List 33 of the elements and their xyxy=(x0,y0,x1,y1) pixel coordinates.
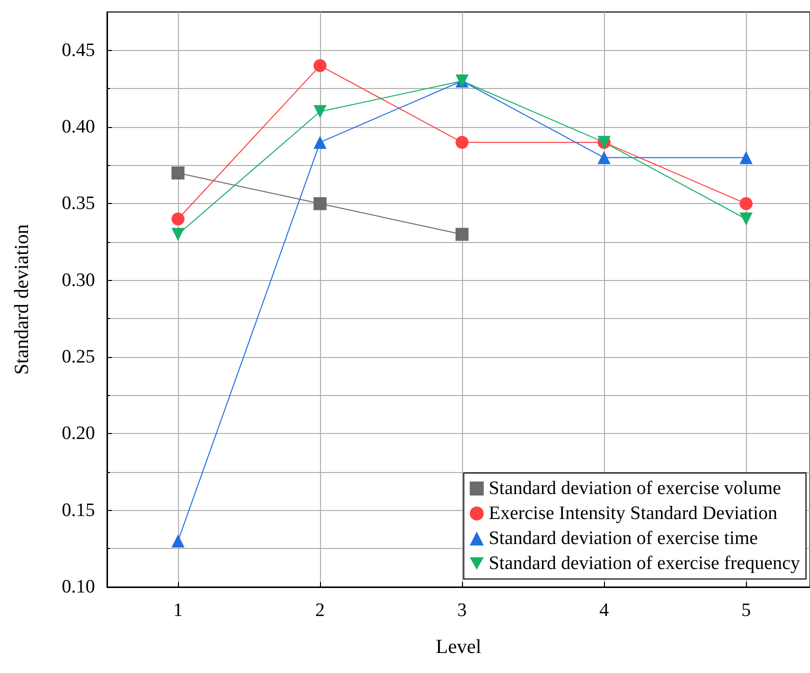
point xyxy=(314,136,327,149)
point xyxy=(456,136,469,149)
y-tick-label: 0.30 xyxy=(62,270,95,291)
point xyxy=(740,212,753,226)
point xyxy=(314,197,327,210)
legend-label: Standard deviation of exercise volume xyxy=(488,478,782,499)
x-tick-label: 4 xyxy=(599,600,610,621)
x-tick-label: 5 xyxy=(741,600,751,621)
x-axis-title: Level xyxy=(436,636,482,658)
y-tick-label: 0.20 xyxy=(62,423,95,444)
legend-label: Standard deviation of exercise frequency xyxy=(488,553,800,574)
y-tick-label: 0.25 xyxy=(62,346,95,368)
y-tick-label: 0.15 xyxy=(62,500,95,521)
legend-label: Exercise Intensity Standard Deviation xyxy=(488,503,778,524)
point xyxy=(172,228,185,241)
legend-label: Standard deviation of exercise time xyxy=(488,528,758,549)
point xyxy=(172,534,185,548)
point xyxy=(172,212,185,226)
point xyxy=(740,197,753,210)
point xyxy=(314,105,327,118)
point xyxy=(598,151,611,164)
y-tick-label: 0.10 xyxy=(62,576,95,598)
point xyxy=(314,59,327,72)
y-tick-label: 0.45 xyxy=(62,40,95,61)
y-axis-title: Standard deviation xyxy=(11,224,33,375)
y-tick-label: 0.40 xyxy=(62,116,95,138)
x-tick-label: 1 xyxy=(173,600,183,621)
point xyxy=(172,166,185,180)
x-tick-label: 2 xyxy=(315,600,325,621)
x-tick-label: 3 xyxy=(457,600,467,621)
y-tick-label: 0.35 xyxy=(62,193,95,214)
point xyxy=(740,151,753,164)
point xyxy=(456,228,469,241)
